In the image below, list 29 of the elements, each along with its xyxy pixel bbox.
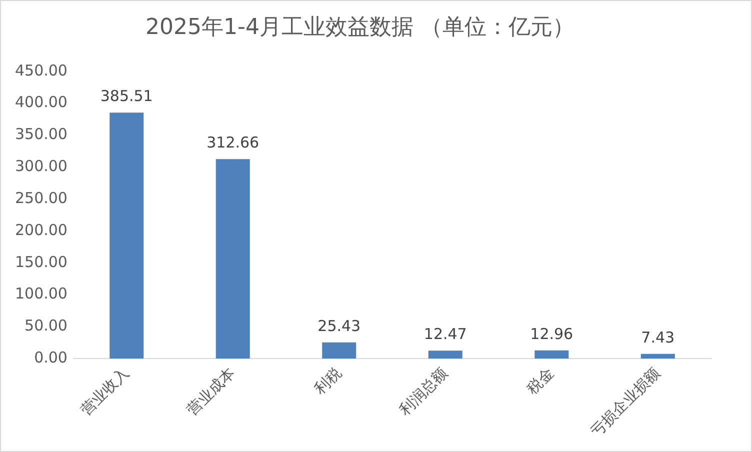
x-tick-label: 亏损企业损额 <box>587 364 664 440</box>
y-tick-label: 0.00 <box>34 348 68 367</box>
y-tick-label: 350.00 <box>14 125 68 144</box>
x-tick-label: 营业成本 <box>183 364 238 419</box>
bar <box>216 159 250 359</box>
bar <box>110 112 144 359</box>
bar <box>428 350 462 359</box>
y-tick-label: 50.00 <box>24 316 68 335</box>
y-tick-label: 450.00 <box>14 61 68 80</box>
y-tick-label: 150.00 <box>14 252 68 271</box>
y-tick-label: 400.00 <box>14 93 68 112</box>
data-label: 25.43 <box>318 316 361 335</box>
y-tick-label: 100.00 <box>14 284 68 303</box>
x-tick-label: 税金 <box>523 364 558 398</box>
data-label: 385.51 <box>100 86 153 105</box>
y-tick-label: 200.00 <box>14 220 68 239</box>
x-tick-label: 营业收入 <box>77 364 132 419</box>
chart-title: 2025年1-4月工业效益数据 （单位：亿元） <box>146 14 574 40</box>
data-label: 7.43 <box>641 328 675 346</box>
y-tick-label: 250.00 <box>14 188 68 207</box>
bar <box>640 354 675 359</box>
data-label: 12.47 <box>424 325 467 344</box>
data-label: 312.66 <box>206 133 260 152</box>
y-tick-label: 300.00 <box>14 157 68 176</box>
data-label: 12.96 <box>530 324 574 343</box>
bar <box>322 342 356 359</box>
bar <box>534 350 569 359</box>
x-tick-label: 利润总额 <box>396 364 451 419</box>
x-tick-label: 利税 <box>310 364 345 398</box>
